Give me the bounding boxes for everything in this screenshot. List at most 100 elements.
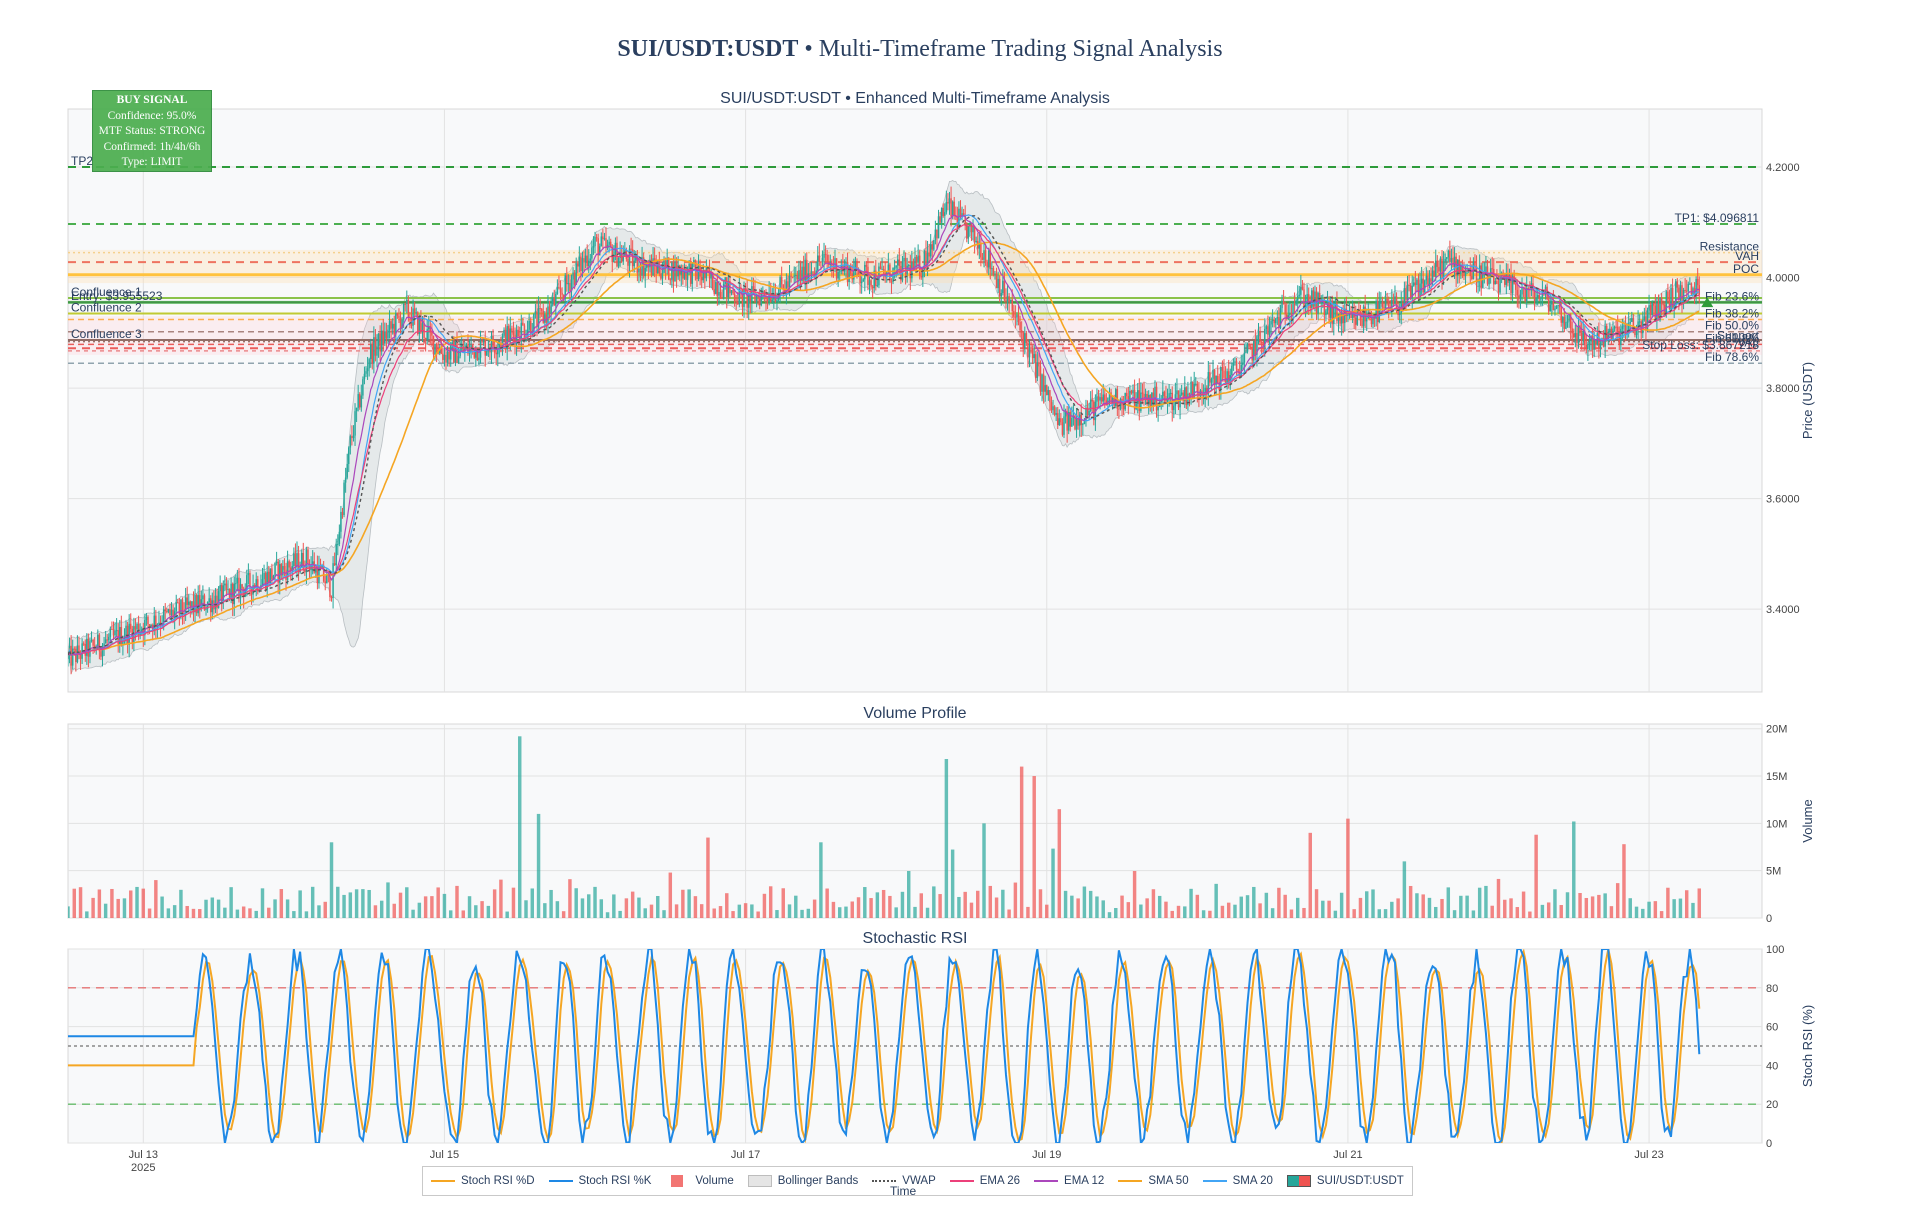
volume-bar <box>97 889 102 918</box>
candle-down <box>1649 305 1652 315</box>
legend-item[interactable]: SMA 50 <box>1118 1175 1189 1187</box>
candle-down <box>1678 287 1680 300</box>
volume-bar <box>398 892 403 918</box>
candle-up <box>1102 394 1104 402</box>
candle-down <box>758 297 761 306</box>
legend-item[interactable]: SUI/USDT:USDT <box>1286 1175 1404 1187</box>
candle-down <box>1417 279 1420 298</box>
legend-item[interactable]: Volume <box>665 1175 734 1187</box>
candle-down <box>824 253 827 255</box>
candle-down <box>1558 304 1561 308</box>
candle-up <box>533 313 535 334</box>
volume-ytick-label: 0 <box>1766 913 1772 925</box>
candle-up <box>1582 331 1584 341</box>
volume-bar <box>925 907 930 918</box>
candle-up <box>768 293 770 302</box>
candle-down <box>809 273 811 275</box>
candle-up <box>987 250 990 268</box>
candle-up <box>608 241 610 245</box>
volume-bar <box>1647 901 1651 918</box>
volume-bar <box>1339 892 1344 918</box>
legend-item[interactable]: EMA 26 <box>949 1175 1020 1187</box>
stoch-lines <box>68 949 1762 1143</box>
candle-down <box>1645 316 1647 331</box>
candle-up <box>1424 280 1426 293</box>
candle-up <box>1413 282 1415 286</box>
volume-bar <box>1157 895 1162 918</box>
legend-item[interactable]: EMA 12 <box>1034 1175 1104 1187</box>
candle-up <box>1281 301 1283 309</box>
candle-up <box>475 348 477 358</box>
candle-up <box>90 639 93 642</box>
candle-up <box>1276 317 1279 319</box>
candle-down <box>172 609 174 618</box>
candle-up <box>457 356 460 364</box>
candle-up <box>239 584 242 599</box>
candle-down <box>517 329 519 337</box>
volume-bar <box>1170 910 1174 918</box>
volume-bar <box>386 882 390 918</box>
candle-up <box>550 304 552 314</box>
candle-down <box>605 238 607 249</box>
candle-up <box>1144 393 1147 398</box>
candle-up <box>876 285 879 287</box>
candle-down <box>1284 304 1286 315</box>
candle-up <box>564 275 566 299</box>
candle-up <box>1511 276 1514 294</box>
price-ytick-label: 3.8000 <box>1766 383 1800 395</box>
price-plot-layer <box>68 166 1762 675</box>
candle-down <box>1086 407 1089 416</box>
volume-bar <box>1070 895 1074 918</box>
legend-item[interactable]: Bollinger Bands <box>747 1175 858 1187</box>
candle-up <box>68 654 69 659</box>
candle-down <box>685 271 687 280</box>
candle-down <box>1433 270 1435 277</box>
candle-up <box>578 256 581 267</box>
candle-down <box>1251 346 1253 361</box>
candle-up <box>633 260 635 267</box>
candle-up <box>1525 288 1528 302</box>
candle-up <box>184 597 187 616</box>
candle-down <box>942 207 944 216</box>
candle-down <box>787 281 789 288</box>
candle-down <box>429 326 432 333</box>
candle-down <box>358 394 361 408</box>
candle-up <box>1555 305 1558 309</box>
legend-item[interactable]: VWAP <box>872 1175 936 1187</box>
candle-down <box>542 310 545 323</box>
legend-swatch <box>548 1175 573 1187</box>
volume-bar <box>888 895 892 918</box>
candle-down <box>1262 342 1264 347</box>
volume-bar <box>605 912 610 918</box>
candle-up <box>873 270 875 289</box>
legend-item[interactable]: Stoch RSI %K <box>548 1175 651 1187</box>
candle-up <box>1190 381 1192 395</box>
candle-down <box>1449 250 1451 263</box>
legend-item[interactable]: Stoch RSI %D <box>431 1175 535 1187</box>
candle-down <box>148 624 151 627</box>
volume-bar <box>1383 909 1388 918</box>
volume-bar <box>524 900 528 918</box>
candle-up <box>1311 290 1313 308</box>
signal-mtf-status: MTF Status: STRONG <box>98 125 206 137</box>
candle-up <box>1180 392 1183 395</box>
vwap-line <box>68 215 1700 657</box>
volume-bar <box>1546 902 1551 918</box>
candle-down <box>711 272 714 290</box>
volume-bar <box>1678 898 1683 918</box>
candle-up <box>854 261 857 271</box>
volume-bar <box>417 902 422 918</box>
volume-panel: 0 5M 10M 15M 20M Volume Profile Volume <box>67 705 1815 925</box>
candle-down <box>137 623 140 635</box>
level-label-fib-61-8-: Fib 61.8% <box>1705 331 1759 345</box>
candle-up <box>1063 416 1065 435</box>
candle-down <box>1552 301 1555 311</box>
candle-down <box>164 609 166 612</box>
legend-item[interactable]: SMA 20 <box>1202 1175 1273 1187</box>
candle-up <box>895 265 897 268</box>
candle-down <box>696 269 698 280</box>
volume-bar <box>1540 904 1545 918</box>
volume-bar <box>1615 883 1620 918</box>
volume-bar <box>1082 886 1087 918</box>
